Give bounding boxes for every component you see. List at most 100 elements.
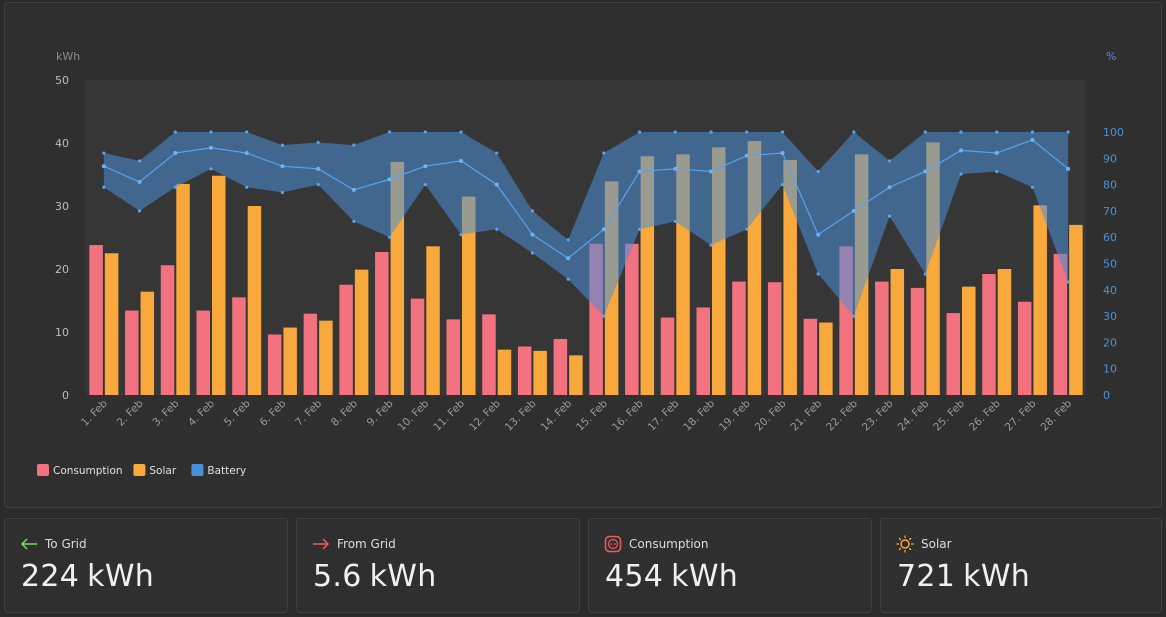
x-tick-label: 11. Feb	[431, 397, 467, 433]
x-tick-label: 25. Feb	[931, 397, 967, 433]
battery-min-point	[173, 185, 177, 189]
battery-max-point	[566, 238, 570, 242]
consumption-bar	[946, 313, 960, 395]
outlet-icon	[603, 535, 623, 553]
consumption-label: Consumption	[629, 537, 709, 551]
consumption-bar	[303, 313, 318, 395]
battery-max-point	[209, 130, 213, 134]
consumption-bar	[160, 265, 175, 395]
battery-max-point	[709, 130, 713, 134]
right-tick-label: 40	[1103, 284, 1117, 297]
x-tick-label: 16. Feb	[610, 397, 646, 433]
consumption-bar	[803, 318, 818, 395]
consumption-value: 454	[605, 559, 664, 594]
consumption-bar	[625, 243, 639, 395]
consumption-bar	[553, 338, 568, 395]
battery-max-point	[173, 130, 177, 134]
battery-max-point	[137, 159, 142, 163]
battery-average-point	[673, 166, 678, 171]
x-tick-label: 27. Feb	[1003, 397, 1039, 433]
consumption-bar	[410, 298, 425, 395]
consumption-bar	[375, 251, 389, 395]
battery-min-point	[887, 214, 892, 218]
legend-swatch	[37, 464, 49, 476]
battery-min-point	[352, 219, 356, 224]
solar-bar	[533, 350, 547, 395]
battery-min-point	[852, 314, 856, 318]
consumption-card[interactable]: Consumption 454 kWh	[588, 518, 872, 613]
solar-unit: kWh	[963, 559, 1031, 594]
legend-label: Battery	[207, 465, 246, 477]
left-tick-label: 50	[55, 74, 69, 87]
consumption-bar	[910, 287, 925, 395]
solar-bar	[247, 206, 262, 395]
solar-value: 721	[897, 559, 956, 594]
solar-card[interactable]: Solar 721 kWh	[880, 518, 1162, 613]
battery-min-point	[209, 167, 213, 171]
battery-average-point	[244, 151, 249, 156]
x-tick-label: 26. Feb	[967, 397, 1003, 433]
battery-min-point	[923, 272, 927, 276]
battery-max-point	[1030, 130, 1035, 134]
solar-bar	[1033, 205, 1047, 395]
left-axis-unit: kWh	[56, 50, 80, 63]
x-tick-label: 6. Feb	[257, 397, 288, 428]
battery-average-point	[387, 177, 392, 182]
x-tick-label: 4. Feb	[186, 397, 217, 428]
battery-average-point	[566, 256, 571, 261]
solar-bar	[140, 291, 155, 395]
battery-max-point	[887, 159, 892, 163]
x-tick-label: 17. Feb	[646, 397, 682, 433]
solar-bar	[354, 269, 369, 395]
legend-swatch	[133, 464, 146, 476]
battery-min-point	[673, 219, 677, 224]
x-tick-label: 28. Feb	[1038, 397, 1074, 433]
consumption-bar	[517, 346, 532, 395]
battery-min-point	[423, 183, 427, 187]
x-tick-label: 23. Feb	[860, 397, 896, 433]
left-tick-label: 30	[55, 200, 69, 213]
battery-min-point	[959, 172, 963, 176]
right-axis-unit: %	[1106, 50, 1116, 63]
battery-average-point	[173, 151, 178, 156]
to-grid-card[interactable]: To Grid 224 kWh	[4, 518, 288, 613]
battery-average-point	[137, 179, 142, 184]
x-tick-label: 8. Feb	[329, 397, 360, 428]
battery-max-point	[780, 130, 785, 134]
battery-average-point	[351, 187, 356, 192]
to-grid-label: To Grid	[45, 537, 87, 551]
solar-bar	[319, 320, 333, 395]
from-grid-card[interactable]: From Grid 5.6 kWh	[296, 518, 580, 613]
x-tick-label: 3. Feb	[150, 397, 181, 428]
battery-max-point	[530, 209, 535, 213]
to-grid-value: 224	[21, 559, 80, 594]
solar-bar	[819, 322, 833, 395]
battery-average-point	[601, 227, 606, 232]
consumption-bar	[125, 310, 139, 395]
left-tick-label: 20	[55, 263, 69, 276]
right-tick-label: 10	[1103, 363, 1117, 376]
solar-bar	[283, 327, 297, 395]
x-tick-label: 22. Feb	[824, 397, 860, 433]
battery-average-point	[101, 164, 106, 169]
right-tick-label: 60	[1103, 231, 1117, 244]
battery-max-point	[959, 130, 963, 134]
solar-label: Solar	[921, 537, 952, 551]
x-tick-label: 2. Feb	[115, 397, 146, 428]
x-tick-label: 1. Feb	[79, 397, 110, 428]
solar-bar	[212, 175, 226, 395]
right-tick-label: 0	[1103, 389, 1110, 402]
battery-average-point	[1030, 137, 1035, 142]
battery-min-point	[316, 183, 320, 187]
battery-max-point	[602, 151, 606, 155]
right-tick-label: 50	[1103, 258, 1117, 271]
battery-average-point	[1066, 166, 1071, 171]
right-tick-label: 30	[1103, 310, 1117, 323]
battery-average-point	[423, 164, 428, 169]
battery-average-point	[923, 169, 928, 174]
x-tick-label: 7. Feb	[293, 397, 324, 428]
battery-average-point	[637, 169, 642, 174]
solar-bar	[962, 286, 976, 395]
right-tick-label: 100	[1103, 126, 1124, 139]
sun-icon	[895, 535, 915, 553]
